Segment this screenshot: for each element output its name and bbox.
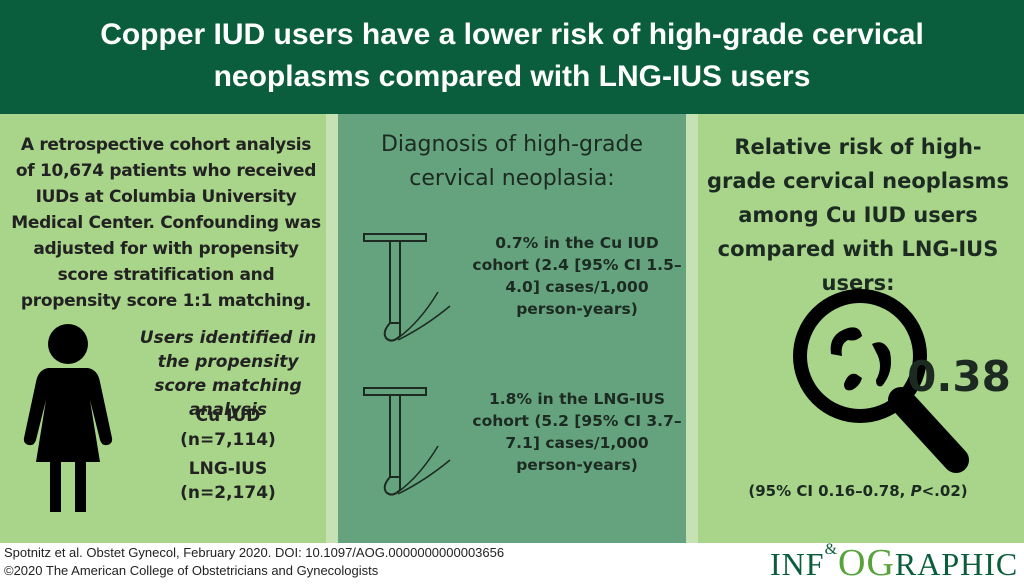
- logo-og: OG: [838, 542, 895, 584]
- logo-ampersand: &: [824, 541, 839, 558]
- person-icon: [23, 324, 113, 512]
- infographic-logo: INF&OGRAPHIC: [770, 541, 1019, 584]
- relative-risk-panel: Relative risk of high-grade cervical neo…: [692, 114, 1024, 543]
- title-line-2: neoplasms compared with LNG-IUS users: [213, 60, 811, 93]
- footer: Spotnitz et al. Obstet Gynecol, February…: [4, 544, 504, 580]
- logo-part-2: RAPHIC: [894, 546, 1019, 582]
- relative-risk-value: 0.38: [907, 352, 1011, 401]
- cu-iud-label: Cu IUD: [195, 406, 261, 426]
- study-panel: A retrospective cohort analysis of 10,67…: [0, 114, 332, 543]
- magnifier-bacteria-icon: [793, 289, 969, 473]
- p-symbol: P: [910, 482, 922, 500]
- relative-risk-heading: Relative risk of high-grade cervical neo…: [706, 135, 1010, 295]
- divider-left: [326, 114, 338, 543]
- copyright: ©2020 The American College of Obstetrici…: [4, 563, 379, 578]
- study-description: A retrospective cohort analysis of 10,67…: [11, 135, 321, 311]
- iud-icon: [363, 233, 451, 342]
- header-banner: Copper IUD users have a lower risk of hi…: [0, 0, 1024, 114]
- logo-part-1: INF: [770, 546, 825, 582]
- title-line-1: Copper IUD users have a lower risk of hi…: [100, 18, 924, 51]
- divider-right: [686, 114, 698, 543]
- lng-ius-count: (n=2,174): [180, 483, 276, 503]
- iud-icon: [363, 387, 451, 496]
- cu-iud-result: 0.7% in the Cu IUD cohort (2.4 [95% CI 1…: [472, 234, 682, 318]
- diagnosis-heading: Diagnosis of high-grade cervical neoplas…: [380, 132, 644, 191]
- users-heading: Users identified in the propensity score…: [139, 328, 317, 420]
- confidence-interval: (95% CI 0.16–0.78, P<.02): [702, 482, 1014, 500]
- page-title: Copper IUD users have a lower risk of hi…: [30, 14, 994, 98]
- lng-ius-result: 1.8% in the LNG-IUS cohort (5.2 [95% CI …: [472, 390, 682, 474]
- lng-ius-label: LNG-IUS: [188, 459, 268, 479]
- citation: Spotnitz et al. Obstet Gynecol, February…: [4, 545, 505, 560]
- cu-iud-count: (n=7,114): [180, 430, 276, 450]
- diagnosis-panel: Diagnosis of high-grade cervical neoplas…: [332, 114, 692, 543]
- ci-text: (95% CI 0.16–0.78,: [748, 482, 911, 500]
- p-value: <.02): [921, 482, 968, 500]
